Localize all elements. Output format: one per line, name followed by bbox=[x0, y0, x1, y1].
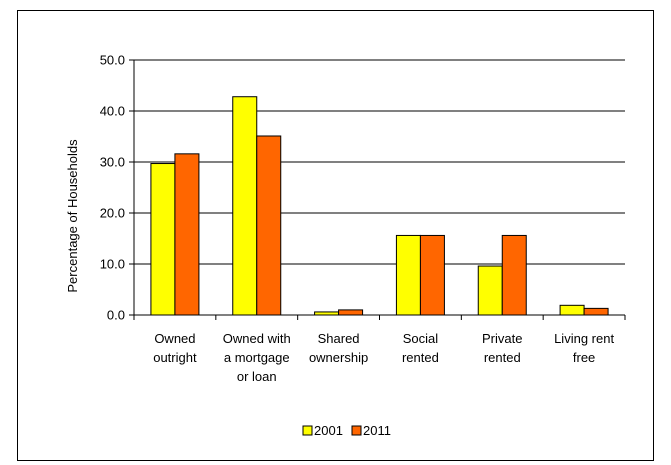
x-category-label: Owned with bbox=[223, 331, 291, 346]
legend-label-2011: 2011 bbox=[363, 423, 391, 438]
bars bbox=[150, 96, 609, 316]
axes bbox=[129, 59, 626, 320]
x-category-label: Owned bbox=[154, 331, 195, 346]
x-category-label: outright bbox=[153, 350, 197, 365]
y-tick-label: 0.0 bbox=[107, 308, 125, 323]
bar-2011-5 bbox=[583, 307, 609, 316]
bar-2011-3 bbox=[419, 234, 445, 316]
chart-frame bbox=[17, 10, 654, 461]
bar-2001-3 bbox=[395, 234, 421, 316]
x-category-label: Living rent bbox=[554, 331, 614, 346]
y-tick-labels: 0.0 10.0 20.0 30.0 40.0 50.0 bbox=[100, 53, 125, 323]
bar-2001-1 bbox=[232, 96, 258, 316]
x-category-label: rented bbox=[402, 350, 439, 365]
bar-2001-0 bbox=[150, 163, 176, 316]
x-category-label: Shared bbox=[318, 331, 360, 346]
x-category-label: a mortgage bbox=[224, 350, 290, 365]
bar-2011-1 bbox=[256, 135, 282, 316]
y-tick-label: 10.0 bbox=[100, 257, 125, 272]
y-tick-label: 20.0 bbox=[100, 206, 125, 221]
x-category-label: Private bbox=[482, 331, 522, 346]
bar-2011-2 bbox=[338, 309, 364, 316]
legend-swatch-2011 bbox=[351, 425, 362, 436]
y-tick-label: 40.0 bbox=[100, 104, 125, 119]
legend: 2001 2011 bbox=[302, 423, 391, 438]
x-category-labels: Owned outright Owned with a mortgage or loan… bbox=[153, 331, 614, 384]
y-axis-label: Percentage of Households bbox=[65, 139, 80, 293]
y-tick-label: 30.0 bbox=[100, 155, 125, 170]
bar-2001-4 bbox=[477, 265, 503, 316]
x-category-label: ownership bbox=[309, 350, 368, 365]
x-category-label: or loan bbox=[237, 369, 277, 384]
legend-label-2001: 2001 bbox=[314, 423, 343, 438]
x-category-label: Social bbox=[403, 331, 439, 346]
bar-2011-4 bbox=[501, 234, 527, 316]
x-category-label: free bbox=[573, 350, 595, 365]
gridlines bbox=[134, 59, 625, 265]
bar-2011-0 bbox=[174, 153, 200, 316]
legend-swatch-2001 bbox=[302, 425, 313, 436]
x-category-label: rented bbox=[484, 350, 521, 365]
y-tick-label: 50.0 bbox=[100, 53, 125, 68]
bar-2001-5 bbox=[559, 304, 585, 316]
